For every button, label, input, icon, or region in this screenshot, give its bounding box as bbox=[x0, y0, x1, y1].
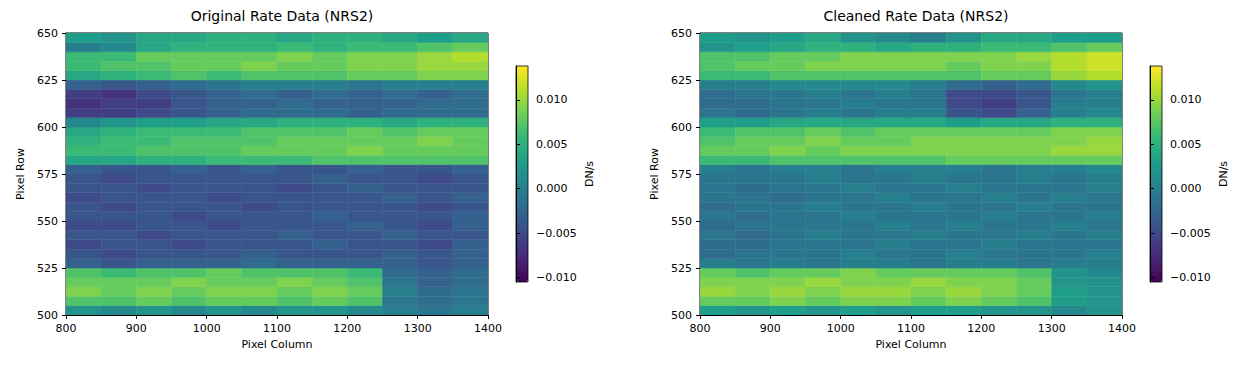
svg-text:1000: 1000 bbox=[193, 322, 221, 335]
svg-text:DN/s: DN/s bbox=[583, 161, 596, 187]
svg-text:525: 525 bbox=[37, 262, 58, 275]
svg-text:1400: 1400 bbox=[474, 322, 502, 335]
svg-text:Pixel Row: Pixel Row bbox=[14, 148, 27, 200]
svg-text:650: 650 bbox=[671, 27, 692, 40]
svg-text:625: 625 bbox=[671, 74, 692, 87]
svg-text:550: 550 bbox=[671, 215, 692, 228]
svg-text:800: 800 bbox=[56, 322, 77, 335]
svg-text:1300: 1300 bbox=[404, 322, 432, 335]
svg-text:800: 800 bbox=[690, 322, 711, 335]
svg-text:−0.005: −0.005 bbox=[536, 227, 577, 240]
svg-text:1200: 1200 bbox=[333, 322, 361, 335]
svg-text:625: 625 bbox=[37, 74, 58, 87]
svg-text:1200: 1200 bbox=[967, 322, 995, 335]
svg-text:1300: 1300 bbox=[1038, 322, 1066, 335]
svg-text:575: 575 bbox=[671, 168, 692, 181]
svg-text:Original Rate Data (NRS2): Original Rate Data (NRS2) bbox=[191, 8, 374, 24]
svg-text:0.000: 0.000 bbox=[1170, 182, 1202, 195]
svg-text:0.005: 0.005 bbox=[536, 138, 568, 151]
svg-text:0.010: 0.010 bbox=[1170, 93, 1202, 106]
svg-text:−0.005: −0.005 bbox=[1170, 227, 1211, 240]
svg-text:900: 900 bbox=[126, 322, 147, 335]
svg-text:575: 575 bbox=[37, 168, 58, 181]
svg-text:550: 550 bbox=[37, 215, 58, 228]
svg-text:500: 500 bbox=[37, 309, 58, 322]
svg-text:Pixel Column: Pixel Column bbox=[875, 338, 946, 351]
svg-text:Pixel Row: Pixel Row bbox=[648, 148, 661, 200]
svg-text:1100: 1100 bbox=[897, 322, 925, 335]
svg-text:Pixel Column: Pixel Column bbox=[241, 338, 312, 351]
svg-text:Cleaned Rate Data (NRS2): Cleaned Rate Data (NRS2) bbox=[823, 8, 1008, 24]
svg-text:DN/s: DN/s bbox=[1217, 161, 1230, 187]
svg-text:900: 900 bbox=[760, 322, 781, 335]
svg-text:600: 600 bbox=[37, 121, 58, 134]
svg-text:1400: 1400 bbox=[1108, 322, 1136, 335]
svg-text:600: 600 bbox=[671, 121, 692, 134]
svg-text:−0.010: −0.010 bbox=[1170, 271, 1211, 284]
svg-text:0.005: 0.005 bbox=[1170, 138, 1202, 151]
svg-text:0.010: 0.010 bbox=[536, 93, 568, 106]
svg-text:1000: 1000 bbox=[827, 322, 855, 335]
svg-text:500: 500 bbox=[671, 309, 692, 322]
svg-text:1100: 1100 bbox=[263, 322, 291, 335]
svg-text:−0.010: −0.010 bbox=[536, 271, 577, 284]
svg-text:525: 525 bbox=[671, 262, 692, 275]
svg-text:0.000: 0.000 bbox=[536, 182, 568, 195]
svg-text:650: 650 bbox=[37, 27, 58, 40]
